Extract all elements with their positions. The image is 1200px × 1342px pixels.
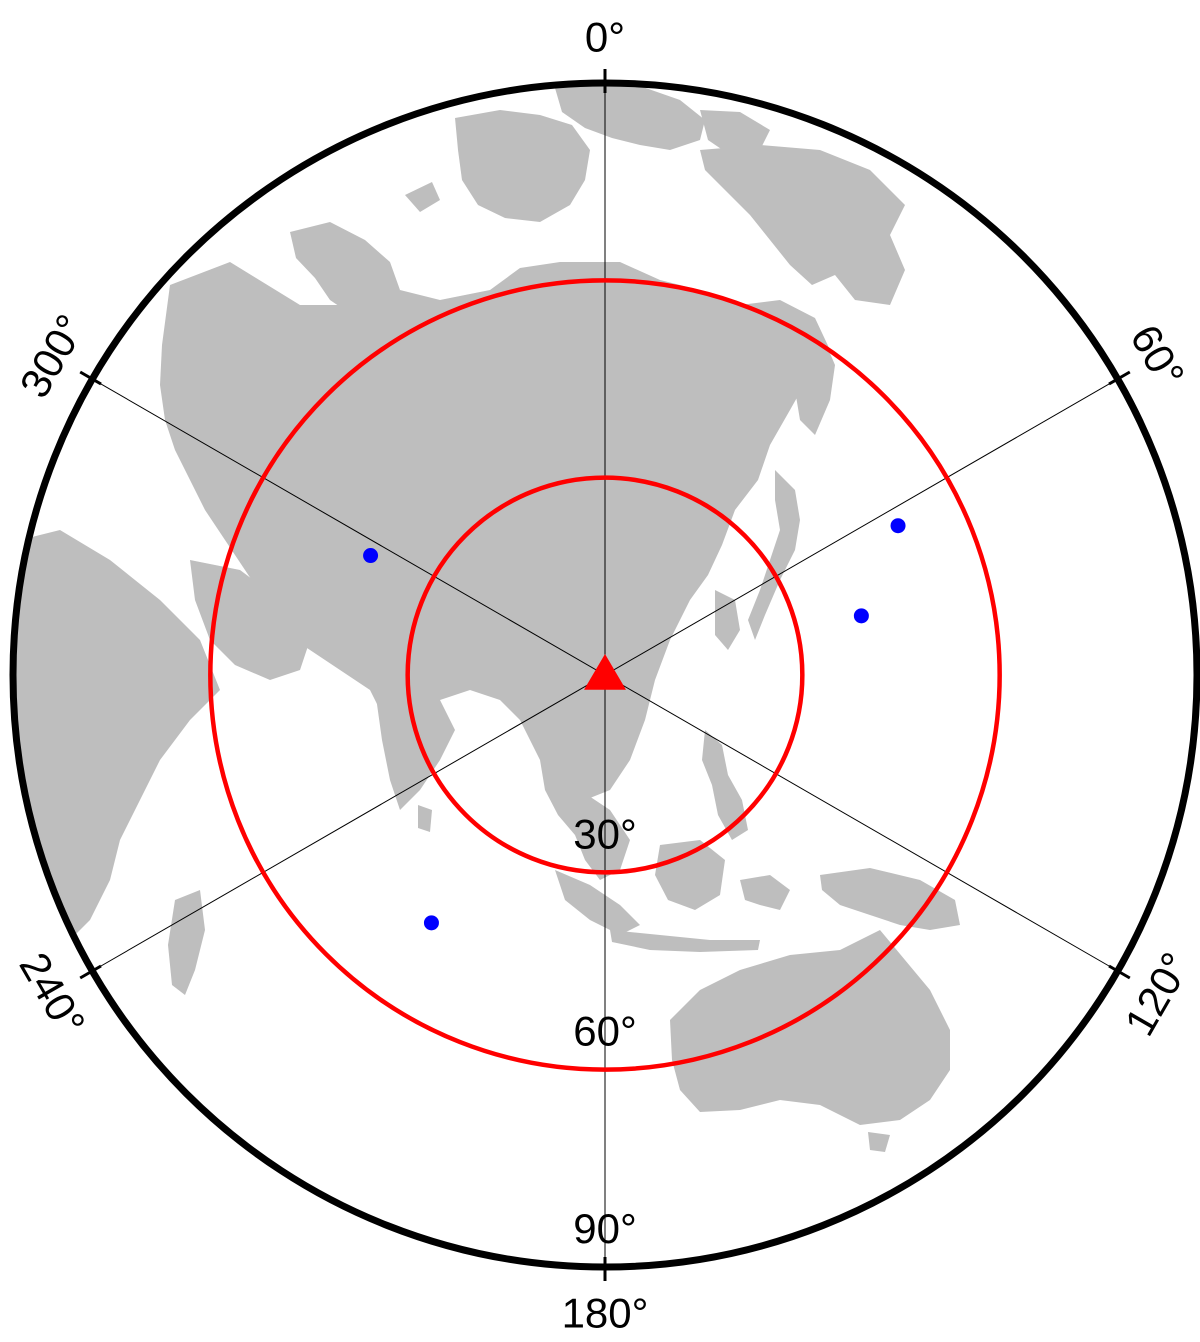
land-india	[375, 690, 455, 810]
land-madagascar	[168, 890, 205, 995]
azimuth-label-0: 0°	[585, 14, 625, 61]
land-svalbard	[405, 182, 440, 212]
land-sri-lanka	[418, 805, 432, 832]
distance-labels: 30° 60° 90°	[573, 810, 637, 1252]
land-africa	[20, 530, 220, 960]
event-dot-3	[363, 548, 379, 564]
distance-ring-60	[208, 278, 1002, 1072]
azimuth-tick-300	[79, 370, 102, 386]
land-borneo	[655, 840, 725, 910]
land-scandinavia	[290, 222, 400, 315]
land-java	[610, 930, 760, 952]
land-australia	[670, 930, 950, 1125]
distance-label-90: 90°	[573, 1205, 637, 1252]
land-arctic-islands	[555, 83, 705, 150]
event-markers	[363, 518, 906, 931]
distance-ring-30	[405, 475, 805, 875]
land-kamchatka	[790, 310, 835, 435]
distance-label-60: 60°	[573, 1008, 637, 1055]
land-japan	[748, 470, 800, 640]
azimuth-label-60: 60°	[1121, 317, 1193, 396]
land-korea	[715, 590, 740, 650]
station-marker-group	[584, 654, 626, 690]
landmasses	[13, 83, 960, 1152]
azimuth-ticks	[79, 69, 1131, 1281]
land-sumatra	[555, 870, 640, 935]
event-dot-4	[423, 915, 439, 931]
land-sulawesi	[740, 875, 790, 910]
event-dot-2	[853, 608, 869, 624]
land-arctic-islands-east	[700, 110, 770, 155]
azimuth-tick-240	[79, 964, 102, 980]
land-eurasia	[160, 262, 830, 800]
azimuth-tick-60	[1108, 370, 1131, 386]
land-new-guinea	[820, 868, 960, 930]
land-philippines	[702, 730, 748, 840]
azimuth-label-180: 180°	[562, 1290, 649, 1337]
land-indochina	[540, 760, 630, 880]
land-north-america	[700, 145, 905, 305]
station-triangle-icon	[584, 654, 626, 690]
land-tasmania	[868, 1132, 890, 1152]
distance-rings	[208, 278, 1002, 1072]
land-greenland	[455, 110, 590, 222]
distance-label-30: 30°	[573, 810, 637, 857]
event-dot-1	[890, 518, 906, 534]
azimuth-tick-120	[1108, 964, 1131, 980]
